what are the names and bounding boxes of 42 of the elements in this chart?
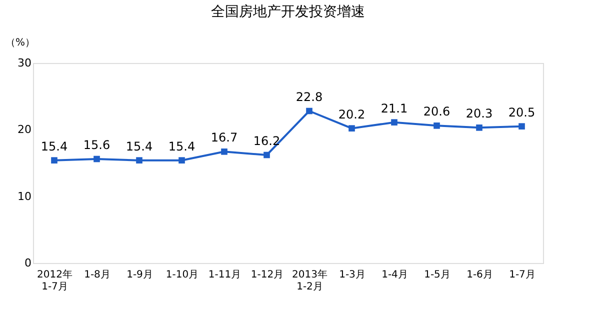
x-tick-label: 1-10月 [166, 270, 199, 280]
data-label: 15.4 [126, 139, 153, 154]
data-label: 20.3 [466, 106, 493, 121]
x-tick-label: 2013年 1-2月 [292, 268, 328, 292]
point [518, 123, 525, 130]
point [136, 157, 142, 164]
data-label: 15.4 [40, 139, 68, 154]
x-tick-label: 1-3月 [339, 270, 366, 280]
point [178, 157, 185, 164]
x-tick-label: 1-5月 [424, 270, 450, 280]
point [434, 122, 440, 129]
data-label: 15.6 [83, 138, 110, 152]
x-tick-label: 1-7月 [509, 270, 536, 280]
point [51, 157, 58, 164]
x-tick-label: 1-8月 [84, 270, 110, 280]
data-label: 16.7 [210, 130, 238, 145]
x-tick-label: 1-6月 [466, 270, 493, 280]
x-tick-label: 1-9月 [126, 270, 153, 280]
point [391, 119, 398, 126]
y-tick-label: 20 [18, 123, 32, 136]
data-label: 15.4 [168, 139, 196, 154]
chart-title: 全国房地产开发投资增速 [211, 4, 365, 20]
point [306, 108, 312, 114]
data-label: 22.8 [296, 90, 323, 104]
data-label: 21.1 [380, 101, 408, 116]
point [264, 152, 270, 158]
x-tick-label: 1-11月 [208, 270, 242, 280]
y-tick-label: 30 [18, 56, 32, 70]
data-label: 20.2 [338, 107, 366, 122]
y-tick-label: 0 [24, 256, 32, 270]
point [476, 124, 482, 131]
x-tick-label: 1-4月 [382, 270, 408, 280]
x-tick-label: 2012年 1-7月 [37, 268, 72, 292]
data-label: 20.6 [423, 104, 450, 119]
point [348, 125, 355, 132]
y-tick-label: 10 [18, 190, 32, 203]
data-label: 20.5 [508, 105, 536, 120]
data-label: 16.2 [253, 134, 280, 148]
x-tick-label: 1-12月 [250, 270, 284, 280]
y-axis-title: （%） [6, 38, 36, 48]
point [221, 148, 228, 155]
point [94, 156, 100, 162]
